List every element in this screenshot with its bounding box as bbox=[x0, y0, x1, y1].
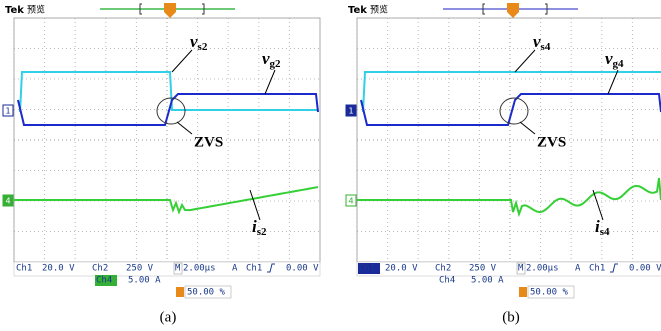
zvs-label: ZVS bbox=[537, 134, 566, 150]
waveform-cyan bbox=[363, 72, 661, 112]
label-vg-sub: g4 bbox=[613, 58, 625, 70]
label-vs: vs4 bbox=[533, 32, 551, 53]
ch1-scale: 20.0 V bbox=[385, 264, 418, 274]
ch4-label: Ch4 bbox=[439, 276, 455, 286]
ch4-scale: 5.00 A bbox=[128, 276, 161, 286]
waveform-cyan bbox=[20, 72, 318, 112]
zvs-pointer bbox=[520, 122, 535, 134]
caption: (b) bbox=[502, 309, 520, 325]
ch1-marker: 1 bbox=[5, 107, 10, 116]
trigger-marker bbox=[507, 3, 519, 18]
pointer bbox=[515, 50, 618, 220]
label-vg: vg2 bbox=[262, 49, 281, 70]
trigger-ch: Ch1 bbox=[589, 264, 605, 274]
brand: Tek bbox=[5, 5, 24, 16]
position: 50.00 % bbox=[187, 288, 226, 298]
m-label: M bbox=[175, 264, 181, 274]
ch1-label: Ch1 bbox=[16, 264, 32, 274]
position-icon bbox=[176, 287, 184, 297]
ch2-label: Ch2 bbox=[92, 264, 108, 274]
ch1-label: Ch1 bbox=[359, 264, 375, 274]
ch1-marker: 1 bbox=[348, 107, 353, 116]
pointer bbox=[172, 50, 275, 220]
label-vs-sub: s4 bbox=[541, 41, 551, 53]
label-vg: vg4 bbox=[605, 49, 624, 70]
label-is-sub: s4 bbox=[600, 226, 610, 238]
position-icon bbox=[519, 287, 527, 297]
trigger-level: 0.00 V bbox=[286, 264, 319, 274]
label-is-sub: s2 bbox=[257, 226, 267, 238]
time-scale: 2.00μs bbox=[526, 264, 559, 274]
label-vg-sub: g2 bbox=[270, 58, 282, 70]
brand: Tek bbox=[348, 5, 367, 16]
trigger-level: 0.00 V bbox=[629, 264, 661, 274]
caption: (a) bbox=[160, 309, 177, 325]
waveform-green bbox=[357, 178, 661, 214]
ch4-scale: 5.00 A bbox=[471, 276, 504, 286]
ch4-marker: 4 bbox=[5, 197, 10, 206]
a-label: A bbox=[232, 264, 238, 274]
ch2-scale: 250 V bbox=[126, 264, 154, 274]
trigger-marker bbox=[164, 3, 176, 18]
time-scale: 2.00μs bbox=[183, 264, 216, 274]
mode: 预览 bbox=[370, 4, 388, 16]
a-label: A bbox=[575, 264, 581, 274]
ch4-label: Ch4 bbox=[96, 276, 112, 286]
m-label: M bbox=[518, 264, 524, 274]
zvs-pointer bbox=[177, 122, 192, 134]
trigger-ch: Ch1 bbox=[246, 264, 262, 274]
ch2-label: Ch2 bbox=[435, 264, 451, 274]
ch4-marker: 4 bbox=[348, 197, 353, 206]
figure: Tek预览14vs2vg2is2ZVSCh120.0 VCh2250 VM2.0… bbox=[0, 0, 661, 331]
mode: 预览 bbox=[27, 4, 45, 16]
label-vs: vs2 bbox=[190, 32, 208, 53]
position: 50.00 % bbox=[530, 288, 569, 298]
zvs-label: ZVS bbox=[194, 134, 223, 150]
label-vs-sub: s2 bbox=[198, 41, 208, 53]
ch1-scale: 20.0 V bbox=[42, 264, 75, 274]
ch2-scale: 250 V bbox=[469, 264, 497, 274]
waveform-green bbox=[14, 187, 318, 212]
